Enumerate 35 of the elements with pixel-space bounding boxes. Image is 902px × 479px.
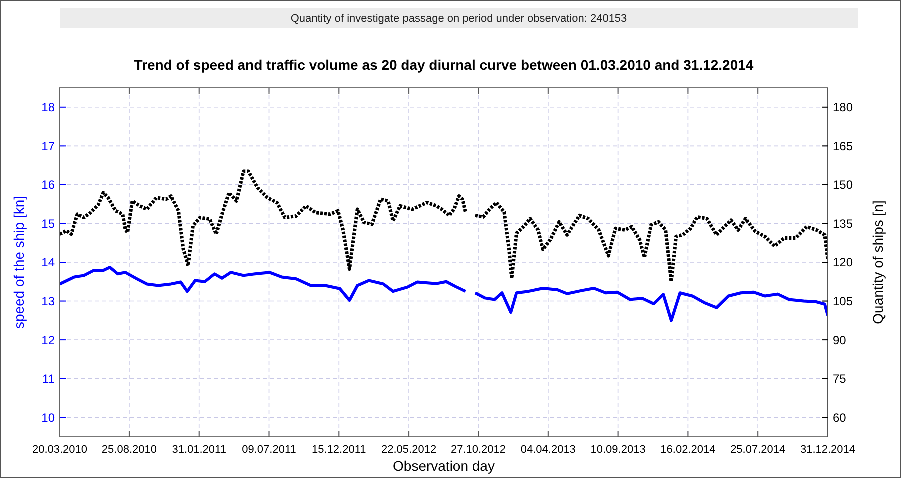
x-tick-label: 31.12.2014 [800, 444, 856, 456]
y2-tick-label: 150 [833, 178, 854, 192]
y-tick-label: 15 [42, 216, 56, 231]
y2-tick-label: 180 [833, 100, 854, 115]
y2-tick-label: 105 [833, 294, 854, 308]
y2-tick-label: 135 [833, 216, 854, 231]
y-axis-title: speed of the ship [kn] [11, 196, 27, 330]
y-tick-label: 10 [42, 410, 56, 425]
y-tick-label: 13 [42, 294, 56, 308]
y2-tick-label: 60 [833, 410, 847, 425]
y-tick-label: 12 [42, 333, 56, 348]
y-tick-label: 11 [42, 372, 56, 386]
x-tick-label: 25.08.2010 [102, 444, 157, 456]
x-tick-label: 31.01.2011 [172, 444, 226, 456]
x-tick-label: 09.07.2011 [242, 444, 296, 456]
x-tick-label: 20.03.2010 [32, 444, 88, 456]
x-tick-label: 16.02.2014 [660, 444, 716, 456]
text: Quantity of investigate passage on period under observation: 240153 [290, 13, 628, 25]
y-tick-label: 17 [42, 139, 56, 154]
y2-tick-label: 90 [833, 333, 847, 348]
x-tick-label: 04.04.2013 [520, 444, 576, 456]
x-axis-title: Observation day [393, 458, 495, 474]
y2-tick-label: 165 [833, 139, 854, 154]
x-tick-label: 27.10.2012 [450, 444, 506, 456]
y2-tick-label: 120 [833, 256, 854, 270]
x-tick-label: 15.12.2011 [312, 444, 366, 456]
x-tick-label: 10.09.2013 [590, 444, 646, 456]
y-tick-label: 14 [42, 256, 56, 270]
chart-title: Trend of speed and traffic volume as 20 day diurnal curve between 01.03.2010 and 31.12.2014 [134, 57, 754, 73]
y2-axis-title: Quantity of ships [n] [870, 200, 886, 324]
y-tick-label: 18 [42, 100, 56, 115]
y-tick-label: 16 [42, 178, 56, 192]
y2-tick-label: 75 [833, 372, 847, 386]
x-tick-label: 22.05.2012 [382, 444, 437, 456]
x-tick-label: 25.07.2014 [730, 444, 786, 456]
